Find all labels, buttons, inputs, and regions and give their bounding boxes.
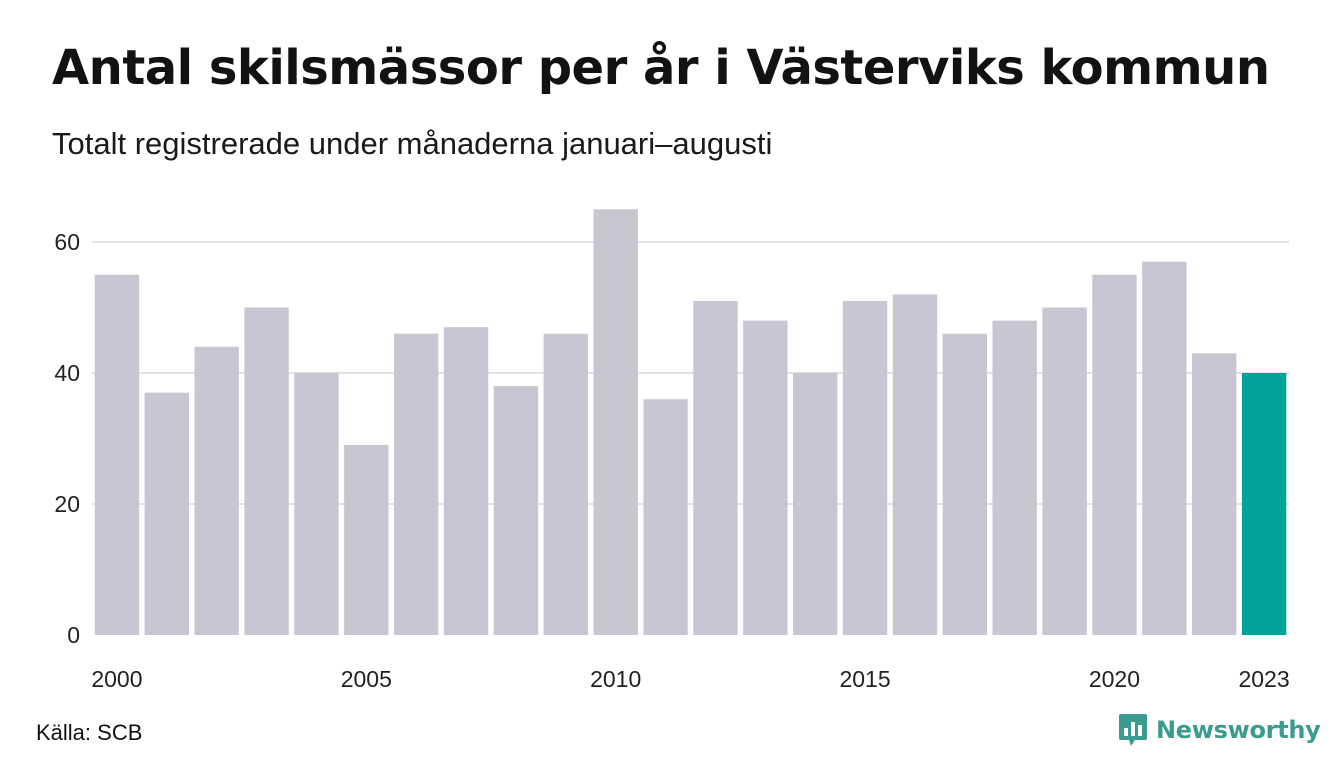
chart-title: Antal skilsmässor per år i Västerviks ko…	[52, 40, 1270, 96]
bar-2007	[443, 327, 489, 635]
brand-name: Newsworthy	[1156, 716, 1321, 744]
y-tick-label-60: 60	[54, 229, 80, 255]
bar-2015	[842, 300, 888, 635]
bar-2001	[144, 392, 190, 635]
bar-2006	[394, 333, 439, 635]
bars	[94, 209, 1287, 635]
bar-2010	[593, 209, 638, 635]
bar-2011	[643, 399, 688, 635]
bar-2012	[693, 300, 738, 635]
bar-2008	[493, 386, 539, 635]
bar-2013	[743, 320, 788, 635]
x-tick-label-2020: 2020	[1089, 666, 1140, 692]
bar-2019	[1042, 307, 1087, 635]
bar-2018	[992, 320, 1037, 635]
bar-chart: 0 20 40 60 2000 2005 2010 2015 2020 2023	[54, 209, 1290, 692]
bar-2009	[543, 333, 589, 635]
bar-2000	[94, 274, 140, 635]
newsworthy-logo-icon	[1119, 714, 1147, 746]
gridlines	[92, 241, 1289, 505]
y-tick-label-40: 40	[54, 360, 80, 386]
y-tick-label-20: 20	[54, 491, 80, 517]
source-note: Källa: SCB	[36, 720, 143, 745]
y-axis-ticks: 0 20 40 60	[54, 229, 80, 648]
x-tick-label-2000: 2000	[91, 666, 142, 692]
x-tick-label-2023: 2023	[1238, 666, 1289, 692]
bar-2014	[793, 373, 838, 635]
x-tick-label-2015: 2015	[839, 666, 890, 692]
x-tick-label-2010: 2010	[590, 666, 641, 692]
bar-2002	[194, 346, 239, 635]
bar-2016	[892, 294, 938, 635]
bar-2004	[294, 373, 339, 635]
bar-2003	[244, 307, 289, 635]
x-tick-label-2005: 2005	[341, 666, 392, 692]
bar-2023	[1241, 373, 1287, 635]
bar-2005	[344, 445, 389, 635]
bar-2021	[1142, 261, 1187, 635]
chart-subtitle: Totalt registrerade under månaderna janu…	[52, 126, 773, 161]
bar-2022	[1192, 353, 1237, 635]
brand-logo: Newsworthy	[1118, 712, 1321, 748]
x-axis-ticks: 2000 2005 2010 2015 2020 2023	[91, 666, 1289, 692]
y-tick-label-0: 0	[67, 622, 80, 648]
bar-2017	[942, 333, 988, 635]
bar-2020	[1092, 274, 1137, 635]
